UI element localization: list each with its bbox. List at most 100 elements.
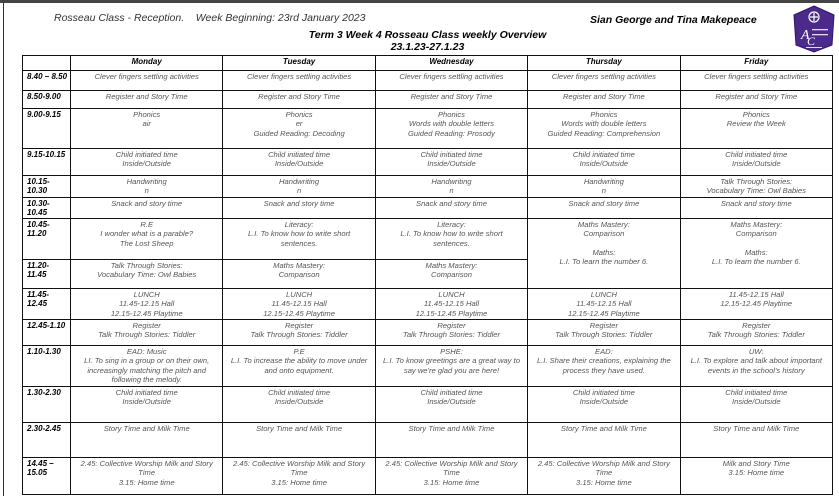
activity-line: L.I. To know greetings are a great way t… (383, 356, 520, 375)
activity-cell: Child initiated time Inside/Outside (222, 148, 376, 176)
time-slot: 9.15-10.15 (22, 148, 71, 176)
activity-cell: Snack and story time (69, 196, 224, 219)
activity-line: L.I. To learn the number 6. (711, 257, 801, 267)
timetable-row: 1.30-2.30 Child initiated time Inside/Outs… (22, 386, 834, 424)
timetable-row: 1.10-1.30 EAD: Music LI. To sing in a grou… (22, 345, 834, 388)
activity-line: Comparison (431, 270, 472, 280)
activity-line: EAD: (595, 347, 613, 357)
svg-text:C: C (807, 34, 816, 48)
activity-cell: Handwriting n (374, 175, 529, 198)
activity-line: Snack and story time (111, 198, 183, 208)
activity-line: sentences. (280, 238, 318, 248)
activity-line: air (142, 119, 151, 129)
activity-line: Talk Through Stories: Tiddler (402, 330, 501, 340)
activity-cell: Child initiated time Inside/Outside (679, 148, 834, 176)
activity-line: Words with double letters (408, 119, 495, 129)
activity-line: Comparison (583, 229, 625, 239)
activity-line: Maths Mastery: (577, 219, 630, 229)
activity-line: n (449, 186, 454, 196)
activity-line: Talk Through Stories: Tiddler (98, 330, 196, 340)
activity-cell: R.E I wonder what is a parable? The Lost S… (69, 217, 224, 260)
activity-line: Register (437, 321, 466, 331)
activity-line: Child initiated time (725, 388, 788, 398)
activity-line: Inside/Outside (732, 159, 781, 169)
activity-line: L.I. To know how to write short (247, 229, 351, 239)
activity-cell: Literacy: L.I. To know how to write short… (374, 217, 529, 260)
activity-line: Clever fingers settling activities (94, 72, 199, 81)
activity-line: Register (132, 321, 161, 331)
activity-line: Register and Story Time (410, 92, 493, 101)
svg-text:A: A (800, 28, 810, 43)
activity-cell: Register Talk Through Stories: Tiddler (374, 319, 529, 347)
timetable-row: 10.15-10.30 Handwriting n Handwriting n Handw… (22, 175, 834, 198)
activity-line: Handwriting (583, 177, 624, 186)
activity-line: L.I. To explore and talk about important… (690, 356, 822, 375)
activity-line: EAD: Music (126, 347, 167, 357)
activity-line: 11.45-12.15 Hall (423, 299, 480, 309)
activity-line: Words with double letters (561, 119, 647, 129)
activity-line: Child initiated time (725, 150, 788, 159)
activity-line: Clever fingers settling activities (551, 72, 656, 81)
activity-line: n (144, 186, 149, 196)
activity-cell: Snack and story time (679, 196, 834, 219)
school-logo: A C (793, 5, 835, 53)
activity-line: Vocabulary Time: Owl Babies (706, 186, 806, 196)
activity-line: 2.45: Collective Worship Milk and Story … (233, 459, 366, 478)
activity-cell: LUNCH 11.45-12.15 Hall 12.15-12.45 Playtim… (374, 287, 529, 321)
timetable-row: 14.45 – 15.05 2.45: Collective Worship Mi… (22, 457, 834, 496)
activity-cell: Child initiated time Inside/Outside (222, 386, 376, 424)
activity-line: n (601, 186, 606, 196)
activity-cell: EAD: Music LI. To sing in a group or on t… (69, 345, 224, 388)
time-slot: 12.45-1.10 (22, 319, 71, 347)
activity-cell: LUNCH 11.45-12.15 Hall 12.15-12.45 Playtim… (222, 287, 376, 321)
time-slot: 9.00-9.15 (22, 108, 71, 149)
activity-cell: Register and Story Time (69, 90, 224, 109)
activity-cell: Story Time and Milk Time (374, 422, 529, 459)
activity-line: 11.45-12.15 Hall (728, 289, 784, 299)
activity-line: Child initiated time (115, 150, 178, 159)
activity-cell: Phonics Words with double letters Guided R… (374, 108, 529, 149)
activity-line: 12.15-12.45 Playtime (263, 308, 335, 318)
activity-line: 3.15: Home time (576, 477, 632, 487)
activity-line: Phonics (437, 110, 465, 119)
activity-line: n (296, 186, 302, 196)
activity-line: I wonder what is a parable? (100, 229, 194, 239)
activity-cell: Clever fingers settling activities (679, 70, 834, 91)
activity-line: Child initiated time (572, 150, 635, 159)
activity-cell: Child initiated time Inside/Outside (374, 148, 529, 176)
activity-cell: Clever fingers settling activities (374, 70, 529, 91)
activity-cell: Handwriting n (69, 175, 224, 198)
activity-line: Register (284, 321, 314, 331)
activity-line: Handwriting (126, 177, 167, 186)
time-slot: 8.40 – 8.50 (22, 70, 71, 91)
activity-line: Talk Through Stories: Tiddler (250, 330, 348, 340)
time-slot: 11.45-12.45 (22, 287, 71, 321)
activity-line: Literacy: (437, 219, 466, 229)
activity-line: LUNCH (590, 289, 617, 299)
activity-line: Story Time and Milk Time (408, 424, 495, 434)
activity-line: Clever fingers settling activities (399, 72, 504, 81)
activity-cell: Talk Through Stories: Vocabulary Time: Ow… (69, 258, 224, 289)
activity-line: Comparison (735, 229, 777, 239)
teachers-names: Sian George and Tina Makepeace (590, 14, 757, 26)
activity-cell: Literacy: L.I. To know how to write short… (222, 217, 376, 260)
activity-cell: Story Time and Milk Time (527, 422, 681, 459)
activity-cell: Story Time and Milk Time (69, 422, 224, 459)
activity-cell: Maths Mastery: Comparison (222, 258, 376, 289)
activity-line: Talk Through Stories: Tiddler (707, 330, 805, 340)
activity-cell: Story Time and Milk Time (222, 422, 376, 459)
activity-cell: P.E L.I. To increase the ability to move … (222, 345, 376, 388)
activity-cell: 11.45-12.15 Hall 12.15-12.45 Playtime (679, 287, 834, 321)
window-top-border (0, 0, 839, 3)
activity-line: Maths Mastery: (730, 219, 783, 229)
activity-line: R.E (140, 219, 154, 229)
activity-line: UW: (748, 347, 764, 357)
activity-cell: Child initiated time Inside/Outside (527, 148, 681, 176)
activity-cell: Maths Mastery: Comparison Maths: L.I. To l… (527, 217, 681, 289)
activity-cell: Clever fingers settling activities (527, 70, 681, 91)
day-header-wednesday: Wednesday (374, 55, 529, 71)
activity-line: Clever fingers settling activities (246, 72, 352, 81)
activity-line: Maths: (592, 248, 616, 258)
day-header-row: Monday Tuesday Wednesday Thursday Friday (22, 55, 834, 71)
activity-cell: Snack and story time (374, 196, 529, 219)
